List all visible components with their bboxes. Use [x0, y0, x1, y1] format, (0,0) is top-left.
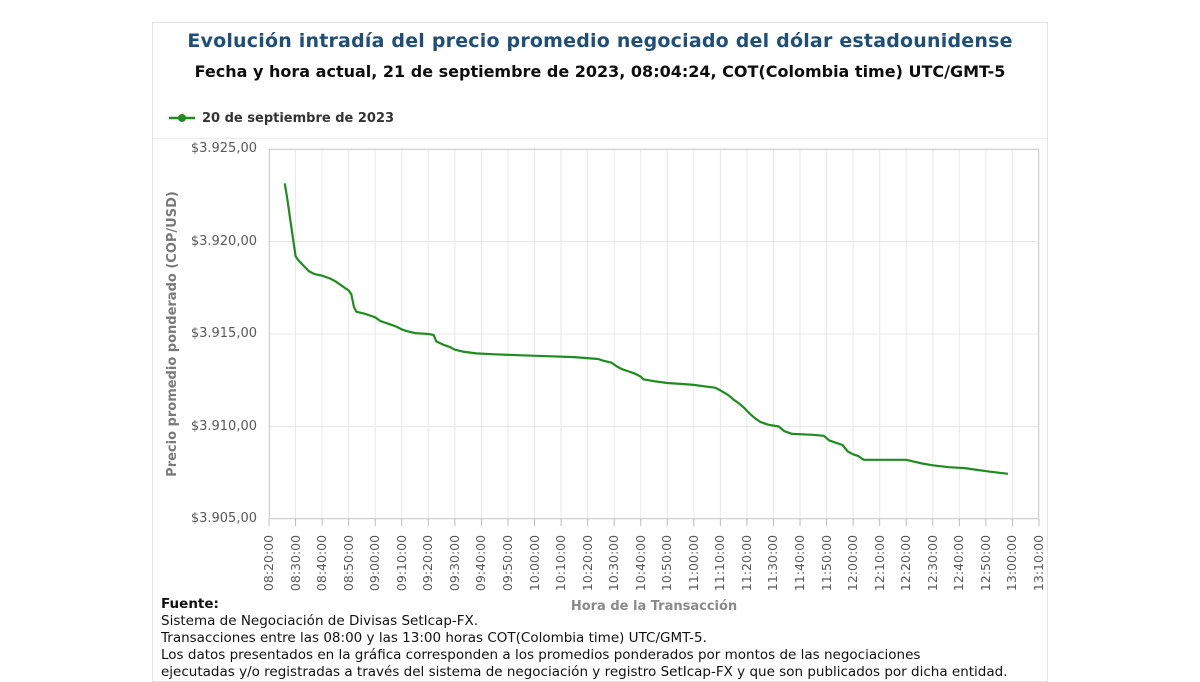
- y-tick-label: $3.925,00: [190, 141, 257, 156]
- x-tick-label: 08:20:00: [261, 534, 276, 592]
- x-tick-label: 11:20:00: [738, 534, 754, 592]
- x-tick-label: 08:30:00: [287, 534, 303, 592]
- x-tick-label: 09:20:00: [420, 534, 436, 592]
- legend-divider: [153, 138, 1047, 139]
- figure-panel: Evolución intradía del precio promedio n…: [152, 22, 1048, 682]
- source-line: Sistema de Negociación de Divisas SetIca…: [161, 613, 479, 629]
- x-tick-label: 11:40:00: [792, 534, 808, 592]
- x-tick-label: 12:50:00: [977, 534, 993, 592]
- x-tick-label: 09:50:00: [499, 534, 515, 592]
- x-tick-label: 11:30:00: [765, 534, 781, 592]
- x-tick-label: 09:40:00: [473, 534, 489, 592]
- legend-item[interactable]: 20 de septiembre de 2023: [169, 107, 394, 129]
- plot-area[interactable]: [268, 148, 1040, 526]
- y-tick-label: $3.920,00: [190, 233, 257, 249]
- source-line: Transacciones entre las 08:00 y las 13:0…: [161, 630, 707, 646]
- x-tick-label: 12:40:00: [951, 534, 967, 592]
- x-tick-label: 11:50:00: [818, 534, 834, 592]
- chart-title: Evolución intradía del precio promedio n…: [187, 30, 1013, 52]
- x-tick-label: 11:10:00: [712, 534, 728, 592]
- x-tick-label: 10:10:00: [553, 534, 569, 592]
- source-label: Fuente:: [161, 596, 219, 612]
- x-tick-label: 12:00:00: [845, 534, 861, 592]
- x-tick-label: 08:40:00: [314, 534, 330, 592]
- plot-border: [269, 149, 1039, 519]
- x-tick-label: 10:40:00: [632, 534, 648, 592]
- x-tick-label: 10:20:00: [579, 534, 595, 592]
- price-line: [283, 183, 1009, 475]
- x-tick-label: 11:00:00: [685, 534, 701, 592]
- x-tick-label: 09:30:00: [446, 534, 462, 592]
- x-tick-label: 10:00:00: [526, 534, 542, 592]
- y-tick-label: $3.915,00: [190, 326, 257, 341]
- x-tick-label: 09:10:00: [393, 534, 409, 592]
- source-line: ejecutadas y/o registradas a través del …: [161, 664, 1008, 680]
- y-tick-label: $3.910,00: [190, 418, 257, 434]
- source-line: Los datos presentados en la gráfica corr…: [161, 647, 921, 663]
- legend-label: 20 de septiembre de 2023: [202, 110, 395, 126]
- x-tick-label: 12:20:00: [898, 534, 914, 592]
- x-tick-label: 08:50:00: [340, 534, 356, 592]
- legend-line-marker-icon: [169, 109, 195, 128]
- x-tick-label: 12:10:00: [871, 534, 887, 592]
- x-tick-label: 13:00:00: [1004, 534, 1020, 592]
- source-lines: Sistema de Negociación de Divisas SetIca…: [161, 613, 1041, 681]
- price-line-chart: [268, 148, 1040, 526]
- source-note: Fuente: Sistema de Negociación de Divisa…: [161, 596, 1041, 681]
- x-tick-label: 10:50:00: [659, 534, 675, 592]
- x-tick-label: 09:00:00: [367, 534, 383, 592]
- x-tick-label: 10:30:00: [606, 534, 622, 592]
- x-tick-label: 12:30:00: [924, 534, 940, 592]
- y-tick-label: $3.905,00: [190, 511, 257, 526]
- chart-subtitle: Fecha y hora actual, 21 de septiembre de…: [194, 62, 1006, 81]
- x-tick-label: 13:10:00: [1031, 534, 1046, 592]
- x-axis-title: Hora de la Transacción: [570, 599, 738, 614]
